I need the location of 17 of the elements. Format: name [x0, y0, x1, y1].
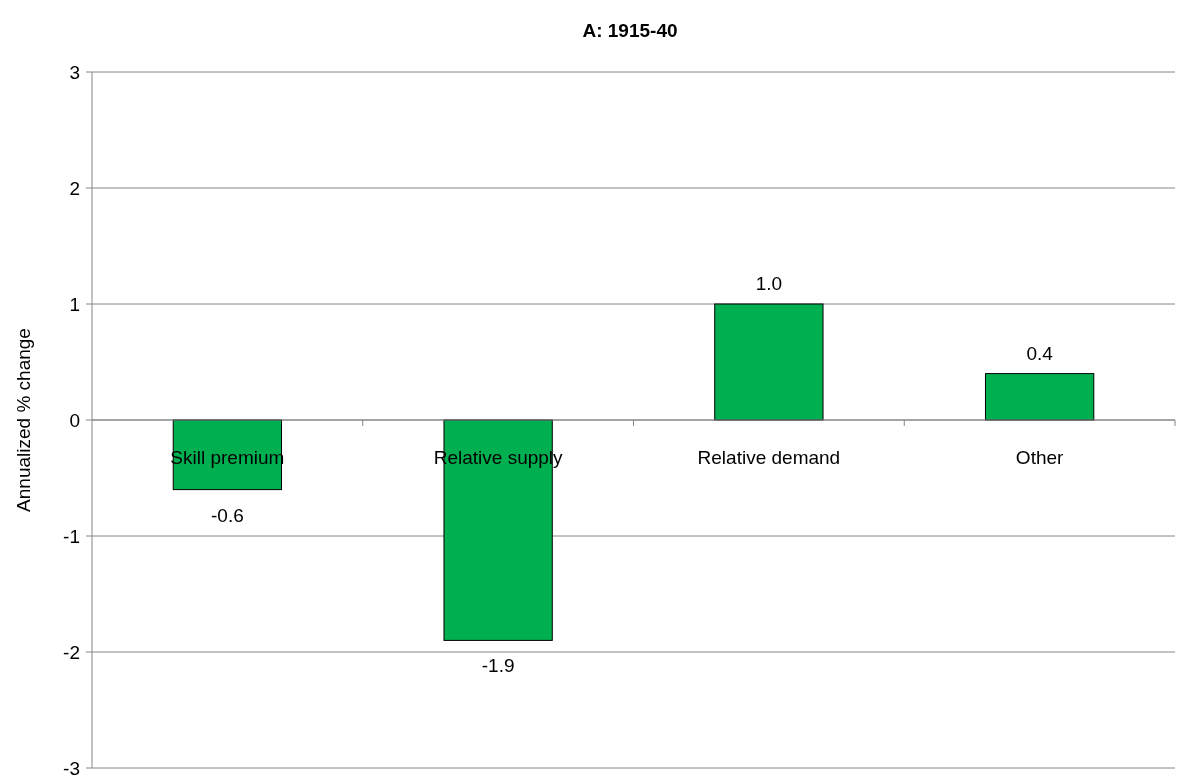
chart-title: A: 1915-40 [582, 20, 678, 41]
data-label: 0.4 [1026, 342, 1054, 364]
x-tick-label: Other [1015, 447, 1065, 468]
y-tick-label: 3 [69, 61, 80, 83]
data-label: 1.0 [755, 273, 783, 294]
y-tick-label: -3 [63, 757, 80, 779]
y-tick-label: 2 [69, 177, 80, 199]
y-tick-label: -2 [63, 641, 80, 663]
bar [714, 303, 824, 421]
x-tick-label: Relative demand [697, 447, 841, 468]
bar [984, 373, 1095, 421]
y-tick-label: 0 [69, 409, 80, 431]
y-tick-label: -1 [63, 525, 80, 547]
data-label: -0.6 [211, 504, 244, 526]
y-tick-label: 1 [69, 293, 80, 315]
data-label: -1.9 [481, 655, 515, 677]
y-axis-title: Annualized % change [13, 328, 34, 512]
